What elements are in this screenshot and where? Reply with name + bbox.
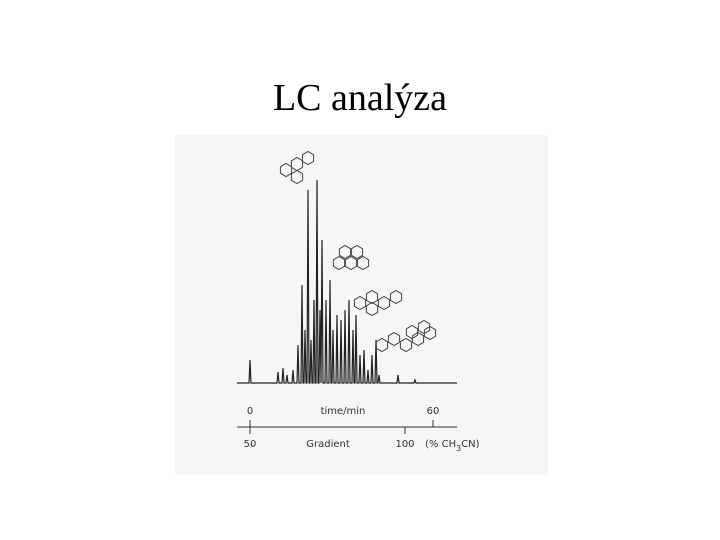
molecule-ring (290, 169, 304, 185)
molecule-ring (344, 255, 358, 271)
molecule-ring (417, 319, 431, 335)
slide-title: LC analýza (273, 77, 447, 119)
time-tick-label: 60 (427, 406, 440, 417)
molecule-ring (365, 289, 379, 305)
unit-subscript: 3 (456, 444, 461, 453)
unit-part: CN) (461, 439, 479, 450)
molecule-ring (405, 324, 419, 340)
gradient-unit: (% CH3CN) (425, 439, 480, 453)
molecule-ring (411, 331, 425, 347)
time-tick-label: 0 (247, 406, 253, 417)
molecule-ring (389, 289, 403, 305)
figure-background (175, 135, 548, 475)
unit-part: (% CH (425, 439, 456, 450)
molecule-ring (353, 295, 367, 311)
molecule-ring (377, 295, 391, 311)
chromatogram: 0 60 50 100 (237, 150, 457, 450)
molecule-ring (375, 337, 389, 353)
molecule-ring (423, 325, 437, 341)
molecule-ring (332, 255, 346, 271)
molecule-ring (356, 255, 370, 271)
gradient-tick-label: 50 (244, 439, 257, 450)
molecule-ring (338, 244, 352, 260)
molecule-ring (301, 150, 315, 166)
gradient-axis-label: Gradient (306, 439, 350, 450)
molecule-ring (387, 331, 401, 347)
molecule-ring (399, 337, 413, 353)
molecule-ring (350, 244, 364, 260)
molecule-ring (365, 301, 379, 317)
time-axis-label: time/min (321, 406, 366, 417)
trace (237, 179, 457, 384)
gradient-tick-label: 100 (395, 439, 414, 450)
